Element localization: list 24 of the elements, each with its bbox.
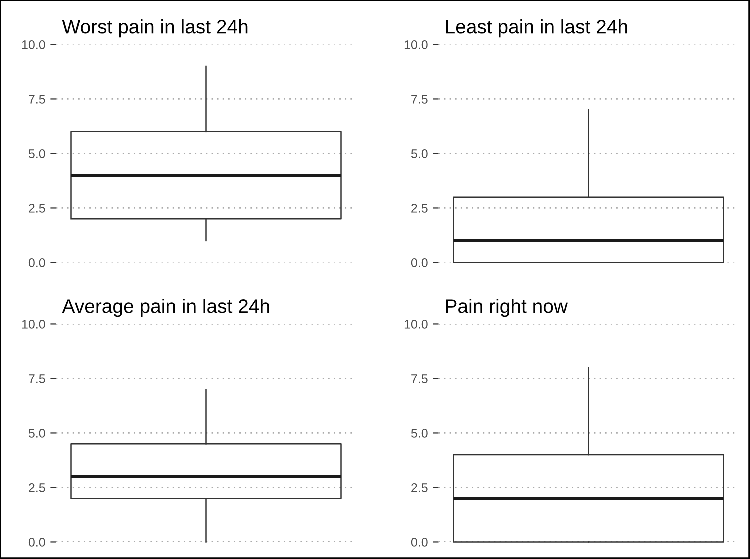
y-tick-label: 10.0: [404, 40, 428, 50]
y-tick-label: 7.5: [29, 95, 46, 104]
y-tick-label: 10.0: [404, 320, 428, 329]
y-tick-label: 0.0: [411, 538, 428, 547]
y-tick-label: 7.5: [29, 374, 46, 384]
y-tick-label: 0.0: [411, 258, 428, 268]
y-tick-label: 5.0: [28, 429, 46, 438]
y-tick-label: 5.0: [28, 150, 46, 158]
y-tick-label: 2.5: [412, 484, 428, 492]
chart-title: Least pain in last 24h: [446, 20, 628, 38]
y-tick-label: 2.5: [29, 484, 46, 492]
y-tick-label: 5.0: [411, 150, 428, 158]
chart-title: Pain right now: [446, 299, 568, 318]
y-tick-label: 2.5: [29, 204, 46, 213]
y-tick-label: 7.5: [412, 374, 428, 384]
y-tick-label: 0.0: [28, 258, 46, 268]
y-tick-label: 10.0: [22, 40, 46, 50]
y-tick-label: 10.0: [22, 320, 46, 329]
y-tick-label: 0.0: [28, 538, 46, 547]
chart-title: Worst pain in last 24h: [62, 20, 248, 38]
y-tick-label: 7.5: [412, 95, 428, 104]
chart-title: Average pain in last 24h: [62, 299, 270, 318]
y-tick-label: 2.5: [412, 204, 428, 213]
y-tick-label: 5.0: [411, 429, 428, 438]
